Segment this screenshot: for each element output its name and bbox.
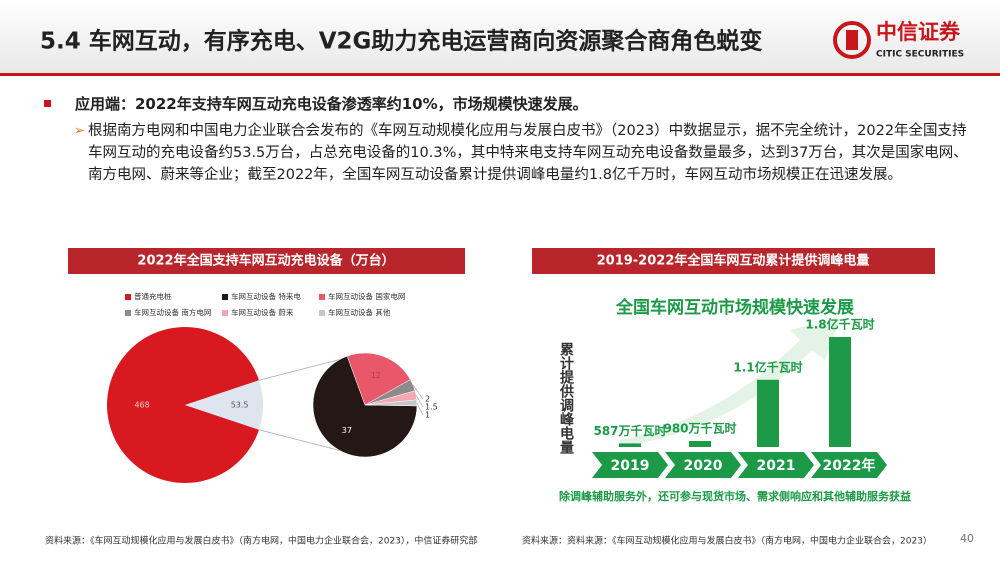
logo-mark <box>846 30 858 50</box>
leader-line <box>415 395 424 408</box>
legend-label: 车网互动设备 其他 <box>328 307 391 317</box>
year-chevron <box>811 452 887 478</box>
chart-note: 除调峰辅助服务外，还可参与现货市场、需求侧响应和其他辅助服务获益 <box>559 489 911 503</box>
chart-title: 2019-2022年全国车网互动累计提供调峰电量 <box>597 253 870 269</box>
source-note: 资料来源：资料来源：《车网互动规模化应用与发展白皮书》（南方电网，中国电力企业联… <box>522 535 932 547</box>
data-label: 1.1亿千瓦时 <box>733 359 802 374</box>
chart-header <box>532 248 935 274</box>
legend-swatch <box>125 294 131 300</box>
data-label: 12 <box>371 371 381 380</box>
chart-title: 2022年全国支持车网互动充电设备（万台） <box>137 253 394 269</box>
axis-label: 累计提供调峰电量 <box>558 342 575 455</box>
bullet-text: 应用端：2022年支持车网互动充电设备渗透率约10%，市场规模快速发展。 <box>75 95 588 113</box>
data-label: 2 <box>425 395 430 404</box>
leader-line <box>412 384 424 400</box>
trend-arrow <box>620 318 840 446</box>
data-label: 468 <box>134 401 149 410</box>
data-label: 980万千瓦时 <box>663 421 736 436</box>
logo-text: 中信证券 <box>876 20 961 44</box>
paragraph: 根据南方电网和中国电力企业联合会发布的《车网互动规模化应用与发展白皮书》（202… <box>88 123 968 183</box>
bar <box>829 337 851 447</box>
legend-label: 车网互动设备 国家电网 <box>328 291 405 301</box>
legend-swatch <box>222 294 228 300</box>
x-tick-label: 2019 <box>611 458 650 474</box>
page-number: 40 <box>960 532 974 545</box>
legend-swatch <box>319 294 325 300</box>
pie-slice <box>312 355 418 458</box>
source-note: 资料来源：《车网互动规模化应用与发展白皮书》（南方电网，中国电力企业联合会，20… <box>45 535 477 547</box>
legend-swatch <box>319 310 325 316</box>
header-rule <box>0 73 1000 76</box>
pie-slice <box>107 327 259 483</box>
year-chevron <box>665 452 741 478</box>
chart-subtitle: 全国车网互动市场规模快速发展 <box>615 297 854 318</box>
data-label: 587万千瓦时 <box>593 423 666 438</box>
data-label: 37 <box>342 426 352 435</box>
x-tick-label: 2021 <box>757 458 796 474</box>
legend-label: 车网互动设备 蔚来 <box>231 307 294 317</box>
legend-label: 车网互动设备 南方电网 <box>134 307 211 317</box>
x-tick-label: 2020 <box>684 458 723 474</box>
year-chevron <box>738 452 814 478</box>
bar <box>757 379 779 447</box>
leader-line <box>416 402 424 416</box>
data-label: 1 <box>425 411 430 420</box>
sub-bullet-mark: ➢ <box>74 124 85 139</box>
pie-slice <box>185 380 263 430</box>
legend-label: 普通充电桩 <box>134 291 172 301</box>
logo-text: CITIC SECURITIES <box>876 50 964 60</box>
data-label: 1.8亿千瓦时 <box>805 317 874 332</box>
x-tick-label: 2022年 <box>823 457 876 474</box>
bullet-mark <box>44 100 51 107</box>
legend-swatch <box>125 310 131 316</box>
bar <box>619 443 641 447</box>
year-chevron <box>592 452 668 478</box>
data-label: 53.5 <box>231 401 249 410</box>
chart-header <box>68 248 465 274</box>
legend-swatch <box>222 310 228 316</box>
bar <box>689 441 711 447</box>
legend-label: 车网互动设备 特来电 <box>231 291 301 301</box>
logo-mark <box>833 21 871 59</box>
data-label: 1.5 <box>425 403 438 412</box>
slide-title: 5.4 车网互动，有序充电、V2G助力充电运营商向资源聚合商角色蜕变 <box>40 28 762 55</box>
pie-slice <box>346 352 411 406</box>
